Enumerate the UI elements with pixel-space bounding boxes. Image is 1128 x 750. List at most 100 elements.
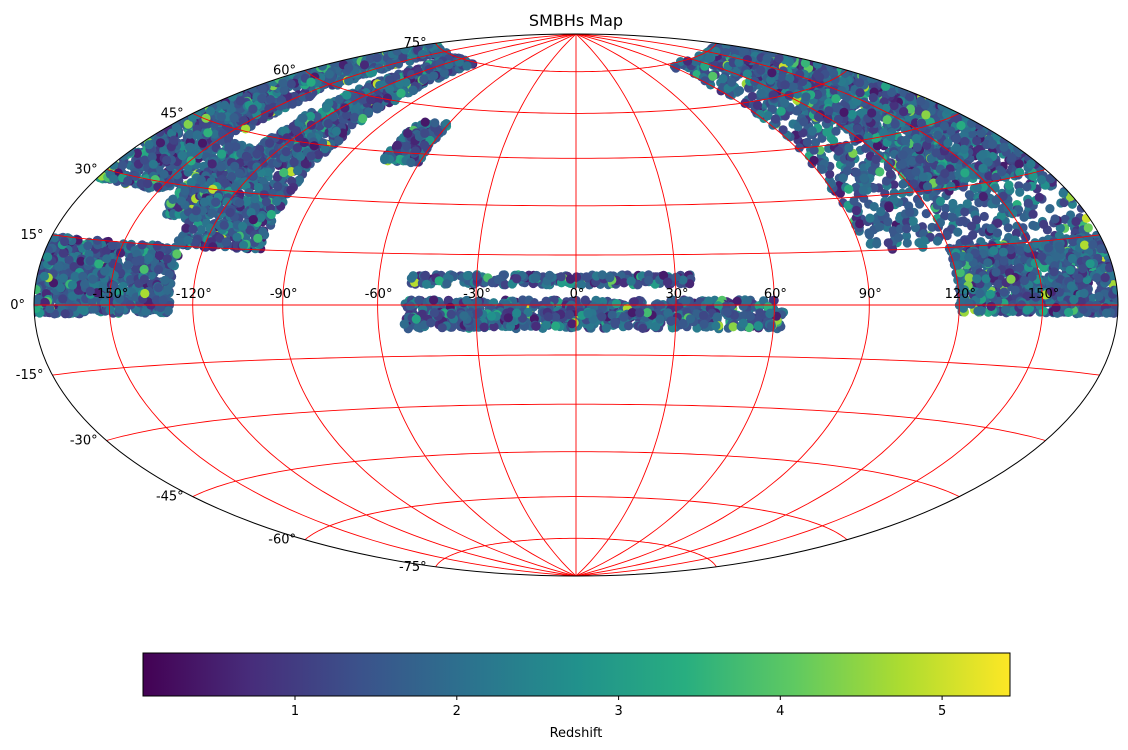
data-point xyxy=(293,165,303,176)
data-point xyxy=(839,107,849,117)
data-point xyxy=(897,159,908,169)
data-point xyxy=(882,115,892,125)
data-point xyxy=(275,101,285,111)
data-point xyxy=(219,220,229,230)
data-point xyxy=(248,215,258,225)
data-point xyxy=(952,134,962,144)
data-point xyxy=(774,53,784,63)
data-point xyxy=(814,72,825,82)
data-point xyxy=(225,207,235,218)
data-point xyxy=(868,93,878,103)
data-point xyxy=(220,178,230,188)
data-point xyxy=(747,91,757,101)
data-point xyxy=(932,236,943,246)
data-point xyxy=(770,114,781,124)
data-point xyxy=(252,162,262,172)
data-point xyxy=(762,53,772,64)
data-point xyxy=(802,137,812,147)
data-point xyxy=(242,152,252,162)
data-point xyxy=(248,170,258,180)
data-point xyxy=(972,136,982,146)
data-point xyxy=(988,139,998,149)
data-point xyxy=(1050,214,1060,224)
data-point xyxy=(1026,159,1036,169)
data-point xyxy=(306,151,316,161)
data-point xyxy=(918,172,928,182)
data-point xyxy=(238,221,248,231)
data-point xyxy=(824,106,834,116)
data-point xyxy=(935,196,946,206)
data-point xyxy=(118,160,128,170)
data-point xyxy=(183,235,193,245)
data-point xyxy=(180,186,190,196)
data-point xyxy=(890,119,900,129)
data-point xyxy=(207,159,217,169)
data-point xyxy=(964,190,975,200)
data-point xyxy=(921,110,931,120)
data-point xyxy=(1071,216,1081,227)
data-point xyxy=(253,233,263,243)
data-point xyxy=(1039,219,1049,229)
data-point xyxy=(1045,173,1056,183)
data-point xyxy=(867,108,877,118)
data-point xyxy=(429,71,439,81)
data-point xyxy=(171,123,181,133)
data-point xyxy=(933,130,943,140)
data-point xyxy=(148,159,158,169)
data-point xyxy=(756,89,766,99)
data-point xyxy=(197,138,208,148)
data-point xyxy=(220,100,230,110)
data-point xyxy=(392,46,402,56)
data-point xyxy=(211,197,221,207)
data-point xyxy=(168,194,178,204)
data-point xyxy=(997,167,1007,177)
data-point xyxy=(858,185,868,195)
data-point xyxy=(169,135,179,145)
data-point xyxy=(253,182,263,192)
data-point xyxy=(309,141,319,151)
data-point xyxy=(799,117,809,127)
data-point xyxy=(899,107,909,117)
data-point xyxy=(420,117,430,127)
data-point xyxy=(901,135,911,146)
data-point xyxy=(902,224,912,234)
data-point xyxy=(1015,187,1025,197)
data-point xyxy=(871,154,881,164)
data-point xyxy=(252,149,262,159)
data-point xyxy=(919,236,929,246)
data-point xyxy=(812,59,823,69)
data-point xyxy=(342,90,352,100)
data-point xyxy=(960,207,970,217)
data-point xyxy=(261,197,271,207)
data-point xyxy=(234,168,244,178)
data-point xyxy=(844,143,854,153)
data-point xyxy=(159,169,169,179)
data-point xyxy=(266,209,276,220)
data-point xyxy=(403,128,413,138)
data-point xyxy=(1004,180,1014,190)
data-point xyxy=(430,118,440,128)
data-point xyxy=(875,222,885,232)
data-point xyxy=(943,138,953,148)
data-point xyxy=(831,94,841,104)
data-point xyxy=(876,206,886,217)
data-point xyxy=(298,113,308,123)
data-point xyxy=(109,174,119,184)
data-point xyxy=(960,168,970,178)
data-point xyxy=(1007,153,1017,163)
data-point xyxy=(807,126,817,136)
data-point xyxy=(188,224,198,234)
data-point xyxy=(937,101,947,111)
data-point xyxy=(1028,220,1038,230)
data-point xyxy=(232,232,242,242)
data-point xyxy=(708,71,718,81)
data-point xyxy=(951,143,961,153)
data-point xyxy=(235,96,245,106)
data-point xyxy=(273,181,283,191)
data-point xyxy=(880,188,890,198)
data-point xyxy=(898,150,908,160)
data-point xyxy=(884,203,894,213)
data-point xyxy=(1028,209,1038,219)
data-point xyxy=(962,199,972,209)
data-point xyxy=(350,93,360,103)
